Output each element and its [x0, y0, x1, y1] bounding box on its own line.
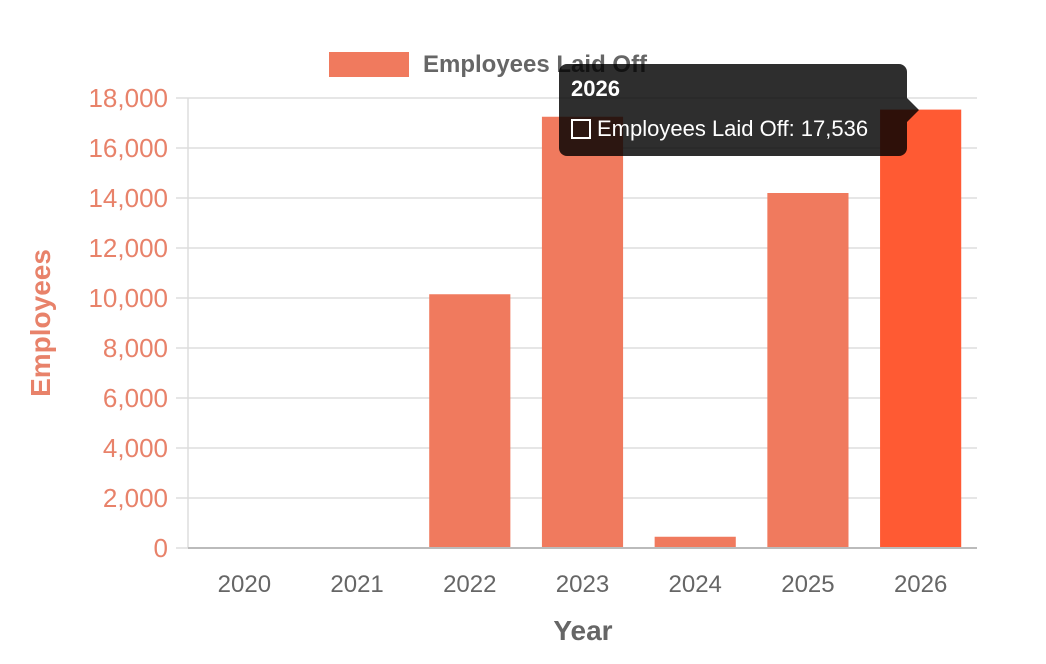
y-tick-label: 2,000 — [103, 483, 168, 513]
y-axis-title: Employees — [25, 249, 56, 397]
legend-swatch — [329, 52, 409, 77]
tooltip-row: Employees Laid Off: 17,536 — [571, 116, 868, 142]
y-tick-label: 4,000 — [103, 433, 168, 463]
y-tick-label: 0 — [154, 533, 168, 563]
x-tick-label: 2023 — [556, 571, 609, 598]
bars — [429, 109, 962, 548]
x-axis-ticks: 2020 2021 2022 2023 2024 2025 2026 — [218, 571, 948, 598]
bar-2025[interactable] — [767, 193, 849, 548]
bar-2022[interactable] — [429, 294, 511, 548]
tooltip-caret — [907, 98, 919, 122]
x-tick-label: 2026 — [894, 571, 947, 598]
tooltip-label: Employees Laid Off: 17,536 — [597, 116, 869, 141]
tooltip: 2026 Employees Laid Off: 17,536 — [559, 64, 919, 156]
x-tick-label: 2020 — [218, 571, 271, 598]
y-tick-label: 8,000 — [103, 333, 168, 363]
bar-2023[interactable] — [541, 116, 624, 548]
y-tick-label: 14,000 — [88, 183, 168, 213]
x-tick-label: 2022 — [443, 571, 496, 598]
y-tick-label: 6,000 — [103, 383, 168, 413]
x-axis-title: Year — [553, 615, 612, 646]
x-tick-label: 2024 — [669, 571, 722, 598]
y-tick-label: 12,000 — [88, 233, 168, 263]
x-tick-label: 2025 — [781, 571, 834, 598]
bar-2026[interactable] — [880, 109, 962, 548]
bar-2024[interactable] — [654, 536, 736, 548]
tooltip-swatch — [571, 119, 591, 139]
y-axis-ticks: 0 2,000 4,000 6,000 8,000 10,000 12,000 14,000 1… — [88, 83, 168, 563]
y-tick-label: 10,000 — [88, 283, 168, 313]
tooltip-title: 2026 — [571, 76, 620, 101]
x-tick-label: 2021 — [330, 571, 383, 598]
y-tick-label: 18,000 — [88, 83, 168, 113]
y-tick-label: 16,000 — [88, 133, 168, 163]
